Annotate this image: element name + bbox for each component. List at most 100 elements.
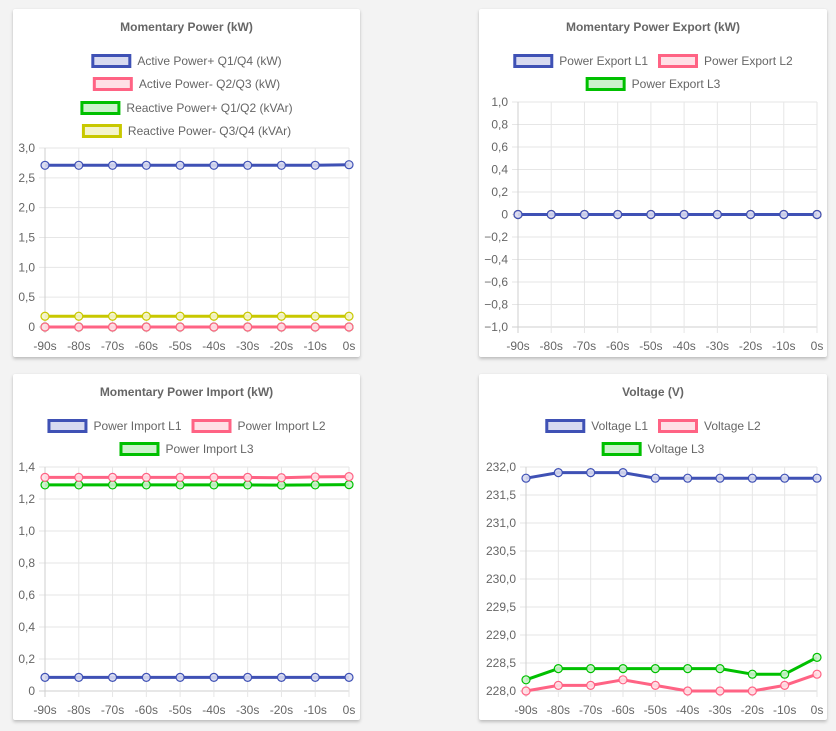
data-point [310, 322, 320, 332]
data-point [683, 686, 693, 696]
legend-item[interactable]: Power Import L2 [191, 419, 326, 433]
data-point [243, 672, 253, 682]
x-tick-label: -90s [33, 703, 56, 717]
legend-item[interactable]: Reactive Power+ Q1/Q2 (kVAr) [80, 101, 293, 115]
y-tick-label: −1,0 [484, 320, 508, 334]
data-point [209, 480, 219, 490]
data-point [141, 672, 151, 682]
legend-item[interactable]: Power Export L2 [658, 54, 794, 68]
chart-title: Momentary Power Export (kW) [566, 20, 740, 34]
chart-card-voltage: Voltage (V) Voltage L1 Voltage L2 Voltage L… [479, 374, 827, 720]
y-tick-label: 0,8 [18, 556, 35, 570]
y-tick-label: 0,2 [18, 652, 35, 666]
series-blue [513, 209, 822, 220]
chart-title: Voltage (V) [622, 385, 684, 399]
legend-label: Active Power+ Q1/Q4 (kW) [137, 54, 281, 68]
legend-swatch [658, 419, 698, 433]
x-tick-label: -90s [514, 703, 537, 717]
data-point [209, 672, 219, 682]
data-point [107, 672, 118, 682]
x-tick-label: -70s [579, 703, 602, 717]
series-blue [40, 672, 354, 682]
data-point [683, 664, 693, 674]
legend-label: Voltage L1 [591, 419, 648, 433]
x-tick-label: -30s [708, 703, 731, 717]
series-green [40, 479, 354, 490]
legend-swatch [91, 54, 132, 68]
x-tick-label: 0s [343, 703, 356, 717]
y-tick-label: 1,0 [18, 260, 35, 274]
chart-momentary-power-import: Momentary Power Import (kW) Power Import … [18, 385, 356, 717]
data-point [521, 675, 531, 685]
data-point [344, 322, 354, 332]
legend-item[interactable]: Active Power- Q2/Q3 (kW) [92, 77, 280, 91]
series-line [525, 672, 818, 693]
y-tick-label: 0,4 [491, 163, 508, 177]
legend-item[interactable]: Voltage L3 [601, 442, 705, 456]
data-point [175, 480, 185, 490]
data-point [715, 473, 725, 483]
data-point [141, 472, 151, 483]
legend-label: Reactive Power- Q3/Q4 (kVAr) [128, 124, 291, 138]
x-tick-label: -60s [606, 339, 629, 353]
legend-item[interactable]: Active Power+ Q1/Q4 (kW) [91, 54, 282, 68]
data-point [513, 209, 523, 220]
data-point [715, 686, 725, 696]
x-tick-label: -50s [168, 339, 191, 353]
legend-item[interactable]: Power Import L3 [119, 442, 254, 456]
y-tick-label: −0,2 [484, 230, 508, 244]
chart-card-momentary-power-export: Momentary Power Export (kW) Power Export … [479, 9, 827, 357]
y-tick-label: 1,0 [491, 95, 508, 109]
y-tick-label: 0,4 [18, 620, 35, 634]
chart-voltage: Voltage (V) Voltage L1 Voltage L2 Voltage L… [486, 385, 823, 717]
chart-card-momentary-power-import: Momentary Power Import (kW) Power Import … [13, 374, 360, 720]
data-point [546, 209, 556, 220]
data-point [679, 209, 689, 220]
x-tick-label: -80s [540, 339, 563, 353]
legend-label: Voltage L3 [648, 442, 705, 456]
data-point [812, 652, 822, 662]
y-tick-label: −0,8 [484, 298, 508, 312]
data-point [276, 160, 287, 170]
data-point [276, 473, 287, 483]
x-tick-label: -30s [236, 703, 259, 717]
data-point [579, 209, 590, 220]
x-tick-label: -10s [772, 339, 795, 353]
x-tick-label: -50s [168, 703, 191, 717]
legend-label: Power Import L2 [238, 419, 326, 433]
data-point [745, 209, 756, 220]
legend-item[interactable]: Voltage L2 [658, 419, 762, 433]
legend-item[interactable]: Reactive Power- Q3/Q4 (kVAr) [81, 124, 291, 138]
legend-label: Power Export L1 [559, 54, 648, 68]
legend-item[interactable]: Power Export L1 [513, 54, 649, 68]
data-point [40, 480, 50, 490]
data-point [209, 472, 219, 483]
series-line [45, 163, 350, 167]
data-point [243, 480, 253, 490]
legend-item[interactable]: Voltage L1 [545, 419, 649, 433]
data-point [107, 480, 118, 490]
x-tick-label: -90s [33, 339, 56, 353]
data-point [310, 480, 320, 490]
y-tick-label: −0,4 [484, 253, 508, 267]
chart-title: Momentary Power Import (kW) [100, 385, 273, 399]
data-point [712, 209, 722, 220]
data-point [40, 322, 50, 332]
legend-item[interactable]: Power Export L3 [585, 77, 721, 91]
data-point [209, 311, 219, 321]
series-pink [521, 669, 822, 696]
x-tick-label: 0s [343, 339, 356, 353]
y-tick-label: 230,0 [486, 572, 516, 586]
data-point [344, 479, 354, 490]
data-point [141, 160, 151, 170]
data-point [107, 472, 118, 483]
y-tick-label: 0,8 [491, 118, 508, 132]
legend-item[interactable]: Power Import L1 [47, 419, 182, 433]
data-point [243, 322, 253, 332]
data-point [780, 473, 790, 483]
data-point [618, 467, 628, 478]
chart-card-momentary-power: Momentary Power (kW) Active Power+ Q1/Q4 … [13, 9, 360, 357]
y-tick-label: 232,0 [486, 460, 516, 474]
data-point [310, 160, 320, 170]
data-point [683, 473, 693, 483]
